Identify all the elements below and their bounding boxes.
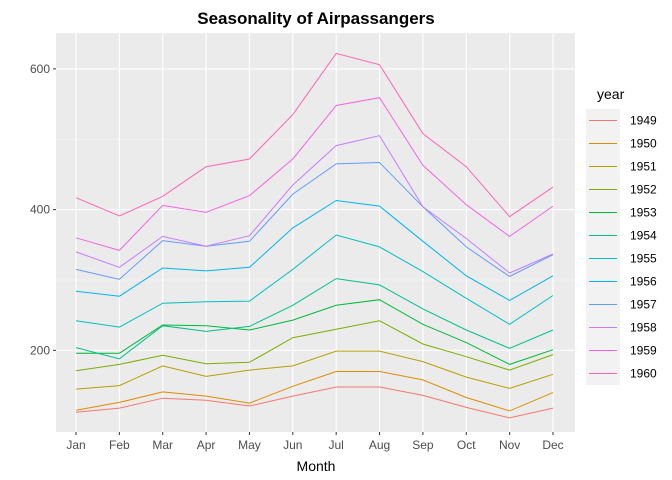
x-axis-title: Month (297, 458, 336, 474)
series-line-1953 (76, 299, 554, 365)
series-line-1952 (75, 320, 554, 372)
series-line-1957 (75, 161, 554, 280)
x-tick-label: Feb (109, 438, 130, 452)
y-tick-label: 600 (30, 62, 50, 76)
series-line-1949 (75, 386, 554, 419)
series-line-1960 (75, 52, 554, 218)
series-lines (75, 52, 554, 419)
x-tick-label: Nov (499, 438, 520, 452)
series-line-1951 (75, 350, 554, 390)
legend-label: 1949 (630, 114, 657, 128)
x-tick-label: Oct (457, 438, 476, 452)
x-tick-label: Mar (152, 438, 173, 452)
legend-label: 1954 (630, 229, 657, 243)
legend: 1949 1950 1951 1952 1953 1954 1955 1956 1957 1958… (586, 109, 657, 385)
y-tick-label: 400 (30, 203, 50, 217)
legend-label: 1959 (630, 344, 657, 358)
legend-label: 1951 (630, 160, 657, 174)
series-line-1959 (75, 97, 554, 251)
y-tick-label: 200 (30, 343, 50, 357)
x-tick-label: Jan (66, 438, 85, 452)
x-tick-label: Dec (542, 438, 563, 452)
plot-panel (56, 33, 575, 432)
grid-lines (56, 33, 575, 432)
legend-label: 1956 (630, 275, 657, 289)
x-tick-label: Jun (283, 438, 302, 452)
legend-label: 1955 (630, 252, 657, 266)
x-tick-label: Sep (412, 438, 434, 452)
series-line-1954 (75, 278, 554, 360)
series-line-1958 (75, 135, 554, 274)
legend-label: 1953 (630, 206, 657, 220)
series-line-1950 (75, 371, 554, 412)
chart-title: Seasonality of Airpassangers (197, 9, 434, 28)
legend-label: 1958 (630, 321, 657, 335)
y-axis: 200 400 600 (30, 62, 56, 357)
legend-label: 1952 (630, 183, 657, 197)
x-tick-label: May (238, 438, 261, 452)
legend-label: 1960 (630, 367, 657, 381)
x-tick-label: Aug (369, 438, 390, 452)
series-line-1955 (75, 234, 554, 328)
legend-label: 1957 (630, 298, 657, 312)
x-tick-label: Apr (197, 438, 216, 452)
x-axis: Jan Feb Mar Apr May Jun Jul Aug Sep Oct Nov Dec (66, 432, 564, 452)
series-line-1956 (75, 199, 554, 301)
legend-title: year (597, 86, 625, 102)
x-tick-label: Jul (329, 438, 344, 452)
legend-label: 1950 (630, 137, 657, 151)
